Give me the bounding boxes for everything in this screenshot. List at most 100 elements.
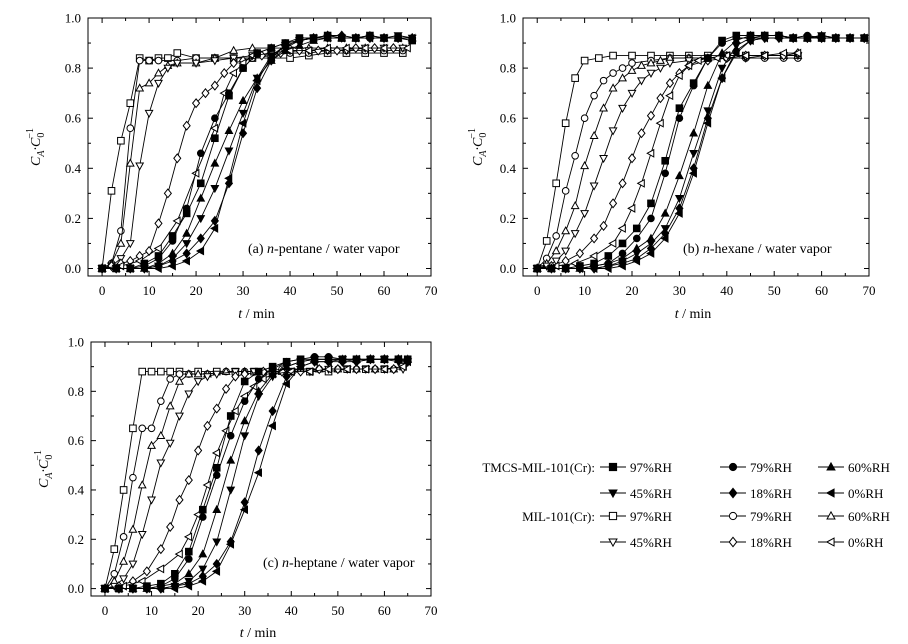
- y-tick-label: 0.2: [65, 211, 81, 226]
- data-point: [202, 480, 211, 490]
- legend-marker: [825, 488, 835, 498]
- x-tick-label: 30: [238, 603, 251, 618]
- legend-label: 97%RH: [630, 509, 672, 524]
- data-point: [225, 539, 235, 549]
- panel-label-suffix: -heptane / water vapor: [289, 556, 415, 571]
- data-point: [116, 238, 126, 247]
- legend-item: 0%RH: [818, 535, 883, 550]
- series-tmcs-mil-101-cr-45-rh: [97, 32, 417, 274]
- data-point: [552, 179, 560, 188]
- data-point: [665, 78, 675, 89]
- legend-label: 97%RH: [630, 460, 672, 475]
- data-point: [144, 109, 154, 119]
- data-point: [703, 107, 713, 116]
- data-point: [599, 103, 609, 112]
- panel-label-suffix: -hexane / water vapor: [710, 242, 832, 257]
- x-axis-title-variable: t: [675, 307, 680, 322]
- data-point: [717, 48, 727, 57]
- data-point: [182, 240, 192, 249]
- data-point: [689, 81, 698, 90]
- data-point: [240, 377, 249, 386]
- data-point: [239, 505, 249, 515]
- data-point: [830, 33, 840, 43]
- data-point: [589, 251, 598, 261]
- data-point: [153, 264, 162, 273]
- data-point: [778, 48, 787, 58]
- data-point: [172, 216, 181, 226]
- data-point: [267, 44, 276, 52]
- data-point: [254, 367, 263, 376]
- data-point: [212, 403, 221, 414]
- x-axis-title-unit: / min: [244, 626, 277, 641]
- y-title-main: C: [471, 156, 486, 166]
- data-point: [603, 264, 612, 273]
- data-point: [618, 178, 627, 189]
- data-point: [97, 264, 106, 273]
- data-point: [589, 233, 599, 244]
- series-line: [102, 35, 413, 269]
- data-point: [184, 568, 194, 578]
- data-point: [100, 584, 109, 594]
- series-tmcs-mil-101-cr-0-rh: [97, 33, 416, 273]
- data-point: [546, 264, 555, 273]
- data-point: [202, 373, 212, 382]
- data-point: [704, 54, 712, 62]
- data-point: [197, 576, 207, 586]
- data-point: [226, 412, 235, 420]
- data-point: [618, 73, 628, 82]
- data-point: [618, 64, 627, 72]
- data-point: [175, 412, 184, 421]
- data-point: [689, 149, 699, 159]
- data-point: [137, 480, 147, 489]
- y-tick-label: 0.4: [68, 482, 85, 497]
- data-point: [608, 127, 618, 136]
- x-axis-title-unit: / min: [242, 307, 275, 322]
- legend-marker: [608, 511, 618, 521]
- data-point: [212, 558, 221, 570]
- data-point: [551, 257, 561, 266]
- data-point: [212, 370, 222, 379]
- data-point: [229, 58, 238, 69]
- y-title-sub-a: A: [44, 472, 55, 480]
- data-point: [740, 51, 750, 61]
- y-axis-title: CA·C0−1: [25, 128, 47, 166]
- x-tick-label: 20: [190, 283, 203, 298]
- data-point: [688, 168, 697, 178]
- data-point: [282, 363, 292, 372]
- data-point: [168, 237, 177, 245]
- data-point: [646, 110, 656, 121]
- x-tick-label: 0: [99, 283, 106, 298]
- data-point: [125, 264, 134, 273]
- series-line: [104, 366, 404, 590]
- data-point: [637, 60, 646, 69]
- data-point: [228, 68, 237, 78]
- data-point: [226, 455, 236, 464]
- data-point: [859, 33, 868, 43]
- data-point: [365, 33, 374, 43]
- data-point: [183, 581, 193, 591]
- x-tick-label: 0: [102, 603, 109, 618]
- data-point: [609, 69, 617, 77]
- data-point: [599, 154, 609, 164]
- data-point: [196, 233, 205, 244]
- panel-label: (a) n-pentane / water vapor: [248, 242, 400, 257]
- data-point: [266, 53, 275, 63]
- series-tmcs-mil-101-cr-18-rh: [97, 30, 417, 274]
- data-point: [618, 104, 628, 114]
- legend-marker: [728, 511, 738, 521]
- data-point: [185, 547, 193, 556]
- data-point: [170, 584, 179, 594]
- data-point: [175, 494, 184, 505]
- data-point: [703, 118, 712, 128]
- data-point: [181, 256, 190, 266]
- series-line: [101, 47, 394, 269]
- data-point: [675, 114, 684, 122]
- y-title-sub-a: A: [478, 150, 489, 158]
- data-point: [532, 264, 541, 273]
- data-point: [665, 91, 674, 101]
- x-tick-label: 10: [145, 603, 158, 618]
- legend-marker: [608, 489, 618, 499]
- data-point: [165, 439, 175, 448]
- data-point: [240, 432, 250, 441]
- data-point: [655, 55, 665, 64]
